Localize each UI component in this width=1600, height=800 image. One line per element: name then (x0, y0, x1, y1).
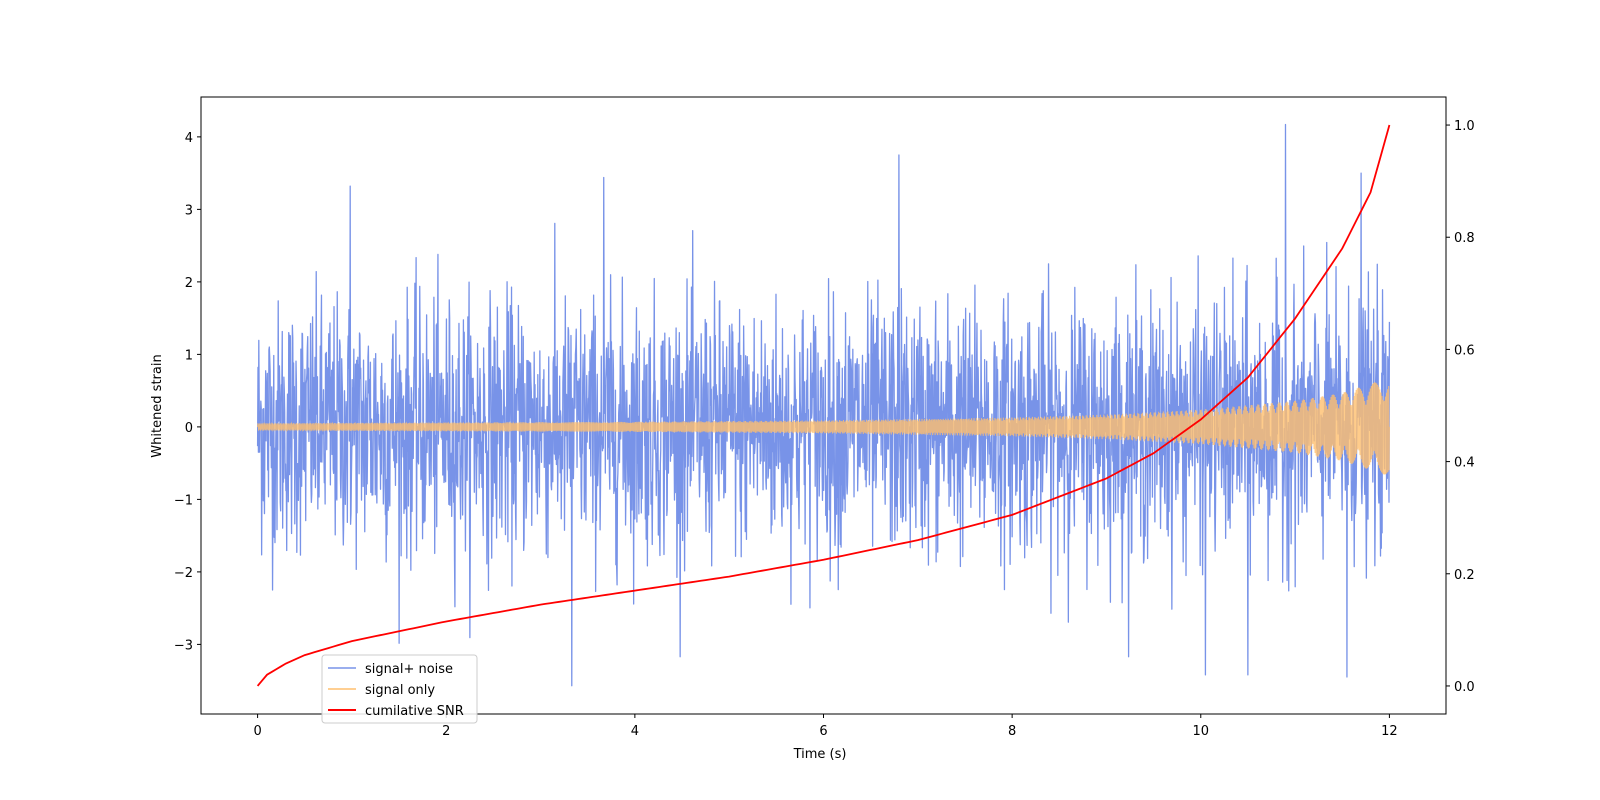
legend-label: signal+ noise (365, 662, 453, 677)
y-tick-label: 1 (185, 348, 193, 363)
y2-tick-label: 0.4 (1454, 456, 1475, 471)
series-layer (256, 123, 1391, 687)
y2-tick-label: 0.6 (1454, 343, 1475, 358)
y-tick-label: −1 (174, 493, 193, 508)
x-tick-label: 0 (253, 724, 261, 739)
y2-tick-label: 1.0 (1454, 119, 1475, 134)
y-tick-label: 0 (185, 421, 193, 436)
legend-label: signal only (365, 683, 435, 698)
y-tick-label: 4 (185, 131, 193, 146)
y-tick-label: 3 (185, 203, 193, 218)
x-tick-label: 6 (819, 724, 827, 739)
y-tick-label: −2 (174, 566, 193, 581)
y-tick-label: 2 (185, 276, 193, 291)
x-tick-label: 2 (442, 724, 450, 739)
y-axis-label: Whitened strain (150, 354, 165, 457)
legend: signal+ noise signal only cumilative SNR (321, 654, 478, 724)
legend-label: cumilative SNR (365, 704, 464, 719)
x-tick-label: 8 (1008, 724, 1016, 739)
x-axis-label: Time (s) (793, 747, 847, 762)
y-tick-label: −3 (174, 638, 193, 653)
y2-tick-label: 0.0 (1454, 680, 1475, 695)
y2-tick-label: 0.8 (1454, 231, 1475, 246)
x-tick-label: 4 (631, 724, 639, 739)
series-cumilative-snr-line (256, 124, 1391, 687)
legend-box (321, 654, 478, 724)
series-signal-only-line (257, 382, 1390, 475)
x-tick-label: 12 (1381, 724, 1398, 739)
y2-tick-label: 0.2 (1454, 568, 1475, 583)
series-signal-plus-noise-line (256, 123, 1391, 687)
x-tick-label: 10 (1192, 724, 1209, 739)
